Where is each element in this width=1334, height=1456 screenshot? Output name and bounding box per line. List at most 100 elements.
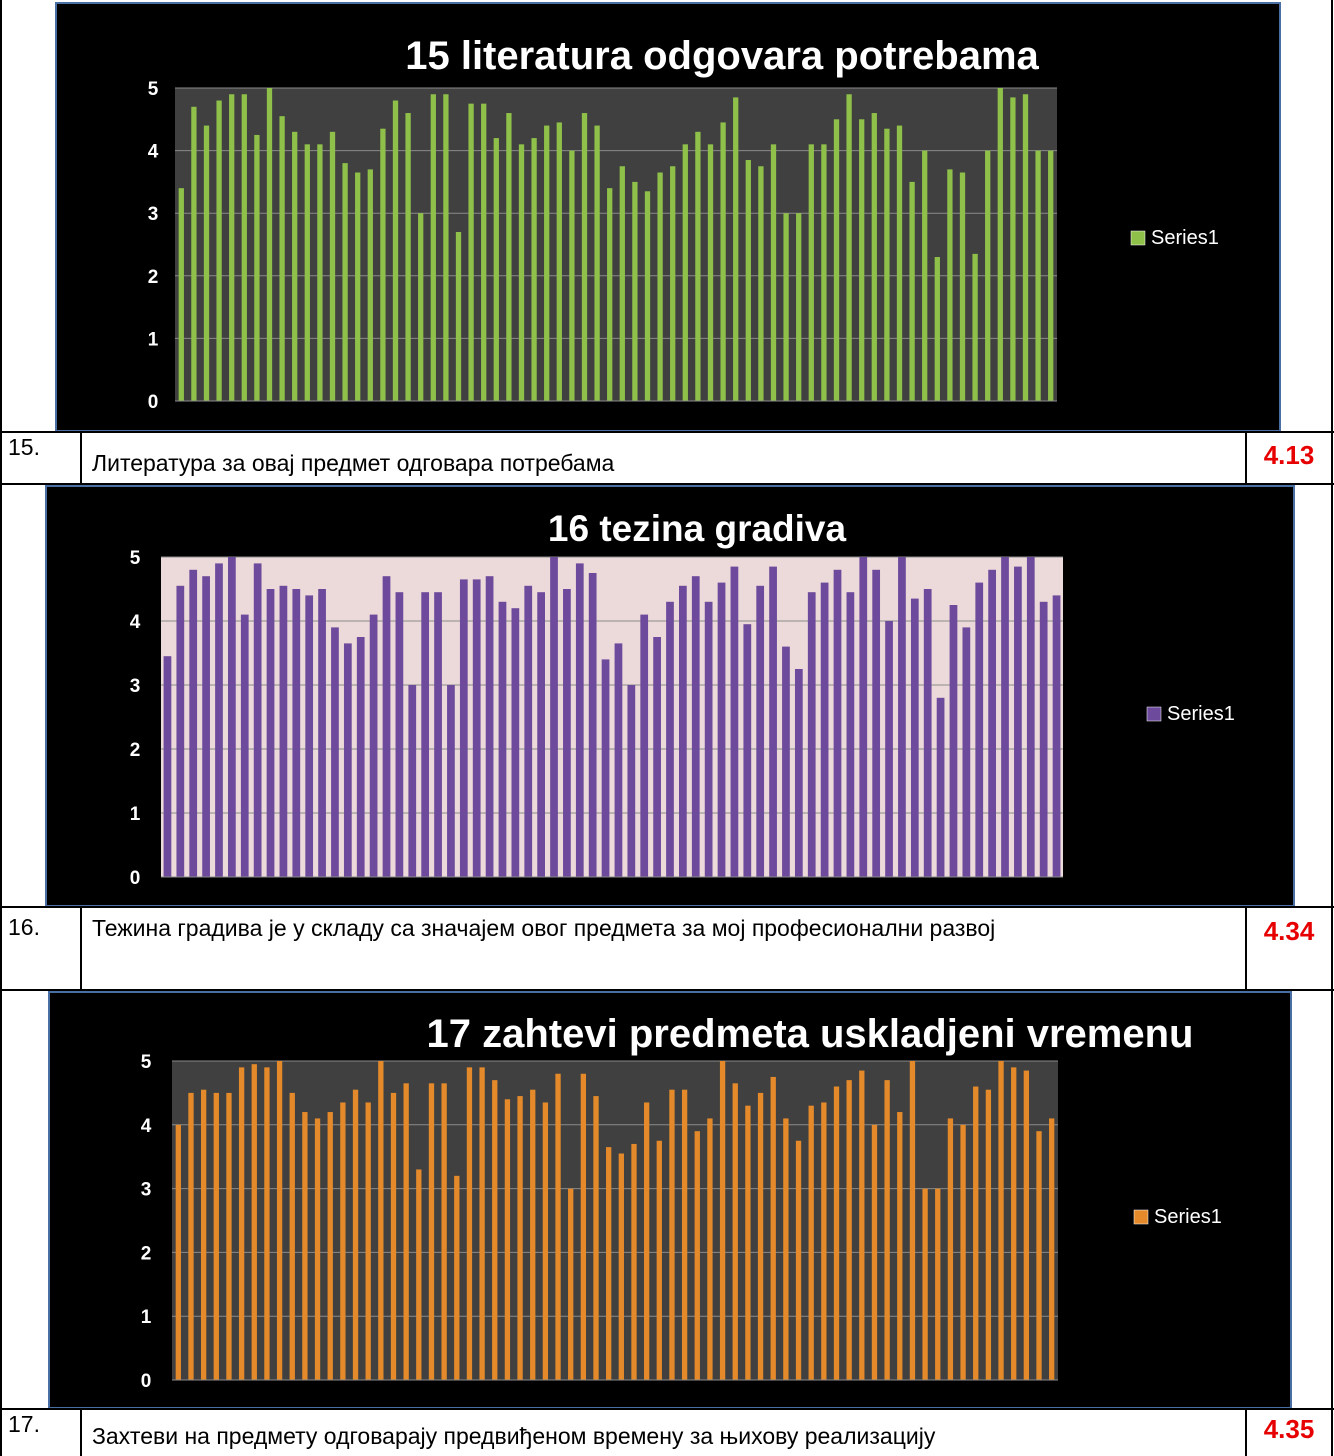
bar	[163, 656, 172, 877]
bar	[909, 181, 915, 401]
bar	[408, 685, 417, 877]
bar	[745, 1105, 751, 1380]
bar	[757, 1092, 764, 1380]
bar	[378, 1061, 384, 1380]
bar	[279, 585, 288, 877]
bar	[481, 103, 487, 402]
legend-swatch	[1133, 1209, 1149, 1225]
bar	[556, 122, 562, 402]
bar	[304, 144, 310, 401]
chart-17: 0 1 2 3 4 5 17 zahtevi predmeta uskladjeni vre…	[48, 991, 1292, 1409]
chart-15-svg: 0 1 2 3 4 5 15 literatura odgovara potrebama Se…	[148, 34, 1219, 413]
chart-title: 17 zahtevi predmeta uskladjeni vremenu	[427, 1012, 1194, 1056]
bar	[632, 181, 638, 401]
bar	[833, 1086, 840, 1380]
bar	[653, 637, 661, 877]
bar	[292, 131, 298, 401]
bar	[1001, 557, 1009, 877]
bar	[959, 172, 966, 401]
bar	[428, 1083, 435, 1380]
bar	[947, 169, 953, 401]
cell-divider	[1245, 906, 1247, 990]
bar	[542, 1102, 549, 1380]
bar	[569, 150, 575, 401]
bar	[1039, 601, 1048, 877]
bar	[846, 592, 855, 877]
bar	[524, 585, 533, 877]
bar	[292, 589, 301, 877]
bar	[188, 1092, 194, 1380]
bar	[518, 144, 525, 401]
bar	[694, 1131, 700, 1380]
bar	[719, 1061, 726, 1380]
bar	[732, 1083, 738, 1380]
bar	[670, 166, 676, 401]
bar	[898, 557, 906, 877]
bar	[279, 116, 285, 402]
row-divider	[0, 483, 1334, 485]
bar	[770, 144, 777, 401]
bar	[782, 646, 790, 877]
bar	[601, 659, 610, 877]
bar	[783, 213, 789, 401]
bar	[241, 94, 247, 401]
bar	[1011, 1067, 1017, 1380]
bar	[369, 614, 378, 877]
bar	[820, 582, 829, 877]
bar	[1036, 1131, 1042, 1380]
bar	[479, 1067, 485, 1380]
bar	[327, 1112, 333, 1380]
y-tick-label: 1	[148, 329, 159, 350]
chart-15: 0 1 2 3 4 5 15 literatura odgovara potrebama Se…	[55, 2, 1281, 432]
bar	[466, 1067, 473, 1380]
bar	[997, 88, 1003, 401]
bar	[783, 1118, 789, 1380]
bar	[594, 125, 600, 401]
legend-swatch	[1130, 230, 1146, 246]
bar	[756, 585, 765, 877]
bar	[707, 144, 714, 401]
bar	[607, 188, 613, 401]
bar	[619, 166, 625, 401]
bar	[506, 113, 512, 401]
cell-divider	[80, 1408, 82, 1456]
bar	[631, 1143, 637, 1380]
bar	[743, 624, 752, 877]
bar	[934, 257, 940, 401]
bar	[253, 563, 262, 877]
bar	[240, 614, 249, 877]
bar	[962, 627, 971, 877]
bar	[215, 563, 223, 877]
y-tick-label: 4	[148, 142, 159, 163]
bar	[795, 1140, 802, 1380]
y-tick-label: 3	[141, 1180, 152, 1201]
bar	[390, 1092, 397, 1380]
bar	[530, 1089, 536, 1380]
bar	[691, 576, 700, 877]
row-17-number: 17.	[8, 1411, 40, 1437]
chart-title: 15 literatura odgovara potrebama	[405, 34, 1039, 78]
bar	[356, 637, 365, 877]
bar	[593, 1096, 599, 1380]
bar	[935, 1188, 941, 1380]
bar	[443, 94, 449, 401]
bar	[1052, 595, 1061, 877]
bar	[517, 1096, 523, 1380]
chart-17-svg: 0 1 2 3 4 5 17 zahtevi predmeta uskladjeni vre…	[141, 1012, 1222, 1392]
bar	[618, 1153, 624, 1380]
bar	[531, 138, 537, 401]
y-tick-label: 0	[141, 1371, 152, 1392]
bar	[808, 144, 814, 401]
row-15-number: 15.	[8, 434, 40, 460]
chart-16-svg: 0 1 2 3 4 5 16 tezina gradiva Series1	[130, 508, 1235, 889]
bar	[973, 1086, 979, 1380]
bar	[189, 569, 198, 877]
bar	[679, 585, 687, 877]
bar	[498, 601, 507, 877]
bar	[922, 150, 928, 401]
bar	[606, 1147, 612, 1380]
bar	[355, 172, 361, 401]
y-tick-label: 0	[148, 392, 159, 413]
bar	[640, 614, 649, 877]
